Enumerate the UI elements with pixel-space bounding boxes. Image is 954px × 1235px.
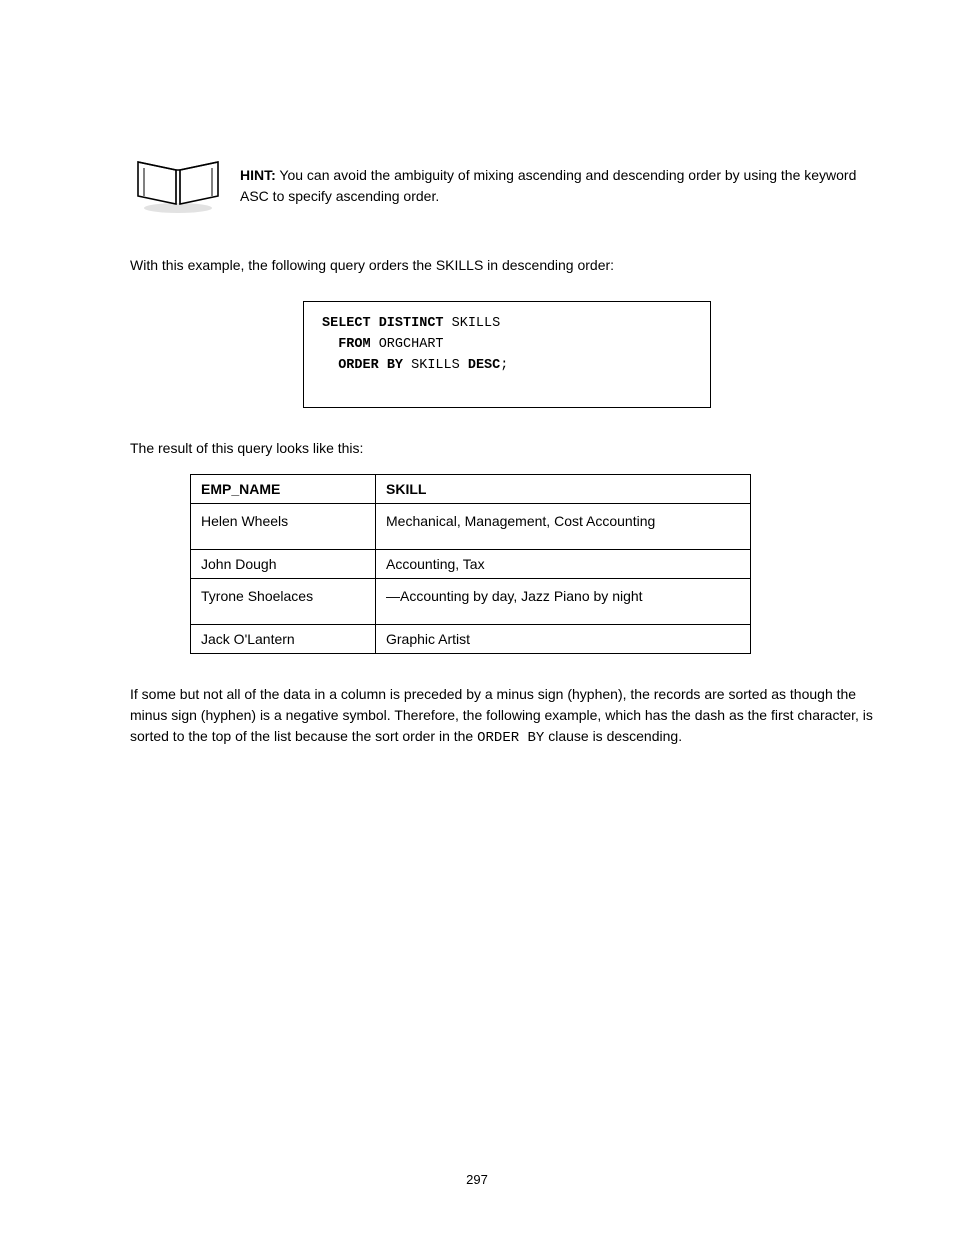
- table-cell: Graphic Artist: [376, 625, 751, 654]
- table-cell-text: —Accounting by day, Jazz Piano by night: [386, 588, 643, 604]
- table-row: Helen Wheels Mechanical, Management, Cos…: [191, 504, 751, 550]
- closing-paragraph: If some but not all of the data in a col…: [130, 684, 884, 749]
- table-row: John Dough Accounting, Tax: [191, 550, 751, 579]
- table-cell: John Dough: [191, 550, 376, 579]
- table-header-cell: SKILL: [376, 475, 751, 504]
- table-row: Jack O'Lantern Graphic Artist: [191, 625, 751, 654]
- table-cell: Tyrone Shoelaces: [191, 579, 376, 625]
- book-icon: [130, 150, 226, 221]
- table-cell: Helen Wheels: [191, 504, 376, 550]
- table-row: Tyrone Shoelaces —Accounting by day, Jaz…: [191, 579, 751, 625]
- order-line: With this example, the following query o…: [130, 255, 884, 275]
- code-block: SELECT DISTINCT SKILLS FROM ORGCHART ORD…: [303, 301, 711, 408]
- page-number: 297: [0, 1172, 954, 1187]
- table-cell: Mechanical, Management, Cost Accounting: [376, 504, 751, 550]
- result-paragraph: The result of this query looks like this…: [130, 438, 884, 458]
- table-header-row: EMP_NAME SKILL: [191, 475, 751, 504]
- hint-text: HINT: You can avoid the ambiguity of mix…: [240, 165, 884, 206]
- hint-body: You can avoid the ambiguity of mixing as…: [240, 167, 856, 203]
- hint-row: HINT: You can avoid the ambiguity of mix…: [130, 150, 884, 221]
- result-table: EMP_NAME SKILL Helen Wheels Mechanical, …: [190, 474, 751, 654]
- table-cell: Accounting, Tax: [376, 550, 751, 579]
- table-cell: —Accounting by day, Jazz Piano by night: [376, 579, 751, 625]
- table-header-cell: EMP_NAME: [191, 475, 376, 504]
- table-cell: Jack O'Lantern: [191, 625, 376, 654]
- hint-label: HINT:: [240, 167, 276, 183]
